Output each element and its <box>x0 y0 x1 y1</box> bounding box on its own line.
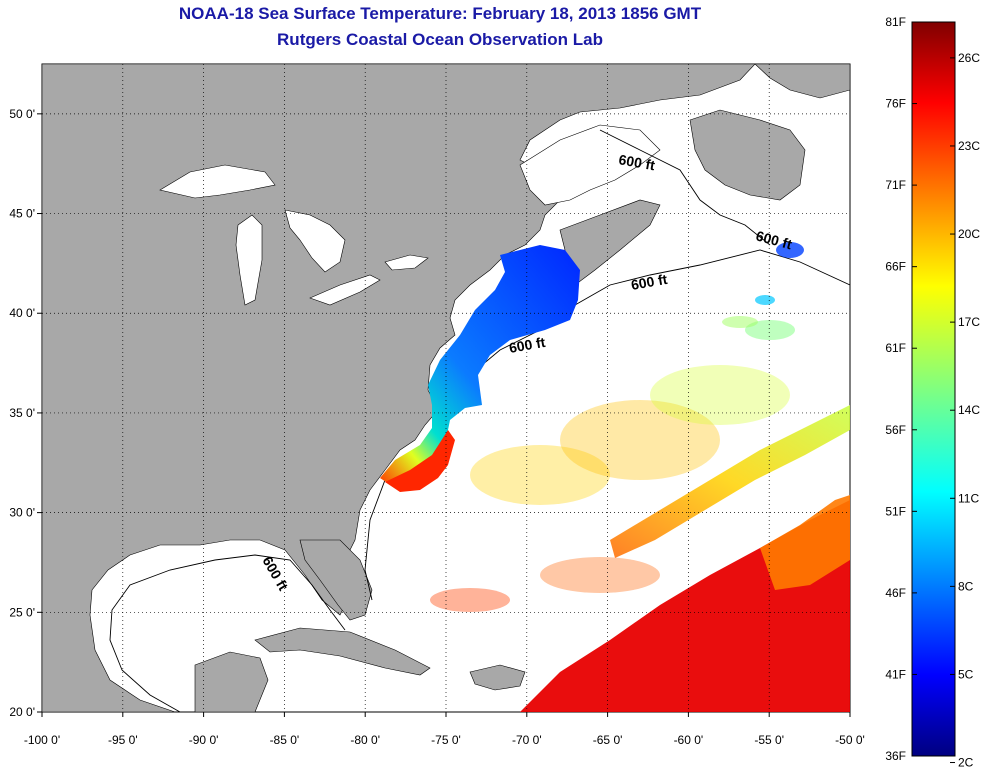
sst-orange-band <box>760 495 850 590</box>
gulf-st-lawrence <box>519 124 661 206</box>
colorbar-label-c: 8C <box>958 579 974 593</box>
colorbar-label-c: 17C <box>958 315 980 329</box>
lake-erie <box>309 274 381 306</box>
florida-land <box>299 539 373 621</box>
map-title: NOAA-18 Sea Surface Temperature: Februar… <box>178 4 702 23</box>
latitude-ticks: 50 0' 45 0' 40 0' 35 0' 30 0' 25 0' 20 0' <box>9 107 42 719</box>
lon-tick-label: -55 0' <box>754 733 784 747</box>
isobath-label: 600 ft <box>630 271 669 293</box>
labrador-land <box>754 64 850 99</box>
lon-tick-label: -100 0' <box>24 733 60 747</box>
isobath-label: 600 ft <box>508 334 547 356</box>
colorbar-label-f: 66F <box>885 260 906 274</box>
colorbar-label-c: 11C <box>958 491 979 505</box>
colorbar <box>911 21 956 757</box>
colorbar-label-f: 56F <box>885 423 906 437</box>
colorbar-fahrenheit-labels: 81F 76F 71F 66F 61F 56F 51F 46F 41F 36F <box>885 15 917 763</box>
lat-tick-label: 25 0' <box>9 605 35 619</box>
lat-tick-label: 35 0' <box>9 406 35 420</box>
colorbar-label-f: 36F <box>885 749 906 763</box>
colorbar-label-c: 23C <box>958 139 980 153</box>
isobath-line-gulf <box>109 554 346 712</box>
sst-scattered-patches <box>430 242 804 612</box>
lon-tick-label: -95 0' <box>108 733 138 747</box>
longitude-ticks: -100 0' -95 0' -90 0' -85 0' -80 0' -75 0' -70… <box>24 712 865 747</box>
lon-tick-label: -90 0' <box>189 733 219 747</box>
lat-tick-label: 50 0' <box>9 107 35 121</box>
colorbar-label-f: 71F <box>885 178 906 192</box>
colorbar-label-c: 14C <box>958 403 980 417</box>
isobath-line-north <box>599 129 771 246</box>
sst-gulfstream-hatteras <box>385 430 455 492</box>
colorbar-label-c: 5C <box>958 667 974 681</box>
sst-diagonal-filament <box>610 405 850 558</box>
lake-huron <box>284 209 346 273</box>
colorbar-label-f: 41F <box>885 667 906 681</box>
lon-tick-label: -50 0' <box>835 733 865 747</box>
colorbar-label-c: 20C <box>958 227 980 241</box>
lon-tick-label: -85 0' <box>270 733 300 747</box>
lon-tick-label: -80 0' <box>350 733 380 747</box>
colorbar-celsius-labels: 26C 23C 20C 17C 14C 11C 8C 5C 2C <box>950 51 980 770</box>
sst-coastal-band <box>380 245 580 488</box>
isobath-label: 600 ft <box>617 151 656 173</box>
lon-tick-label: -70 0' <box>512 733 542 747</box>
lon-tick-label: -65 0' <box>593 733 623 747</box>
lat-tick-label: 45 0' <box>9 207 35 221</box>
colorbar-label-f: 46F <box>885 586 906 600</box>
hispaniola-land <box>469 664 526 691</box>
colorbar-label-f: 76F <box>885 97 906 111</box>
colorbar-label-f: 61F <box>885 341 906 355</box>
lake-michigan <box>235 214 263 306</box>
lat-tick-label: 20 0' <box>9 705 35 719</box>
graticule <box>42 64 850 712</box>
lat-tick-label: 40 0' <box>9 306 35 320</box>
colorbar-label-f: 81F <box>885 15 906 29</box>
newfoundland-land <box>689 109 806 201</box>
colorbar-label-c: 26C <box>958 51 980 65</box>
isobath-line-atlantic <box>364 249 850 601</box>
colorbar-label-f: 51F <box>885 504 906 518</box>
map-subtitle: Rutgers Coastal Ocean Observation Lab <box>277 30 603 49</box>
colorbar-label-c: 2C <box>958 756 974 770</box>
lon-tick-label: -60 0' <box>674 733 704 747</box>
yucatan-land <box>194 651 269 712</box>
lat-tick-label: 30 0' <box>9 506 35 520</box>
cuba-land <box>254 627 431 676</box>
lake-ontario <box>384 254 429 271</box>
lon-tick-label: -75 0' <box>431 733 461 747</box>
